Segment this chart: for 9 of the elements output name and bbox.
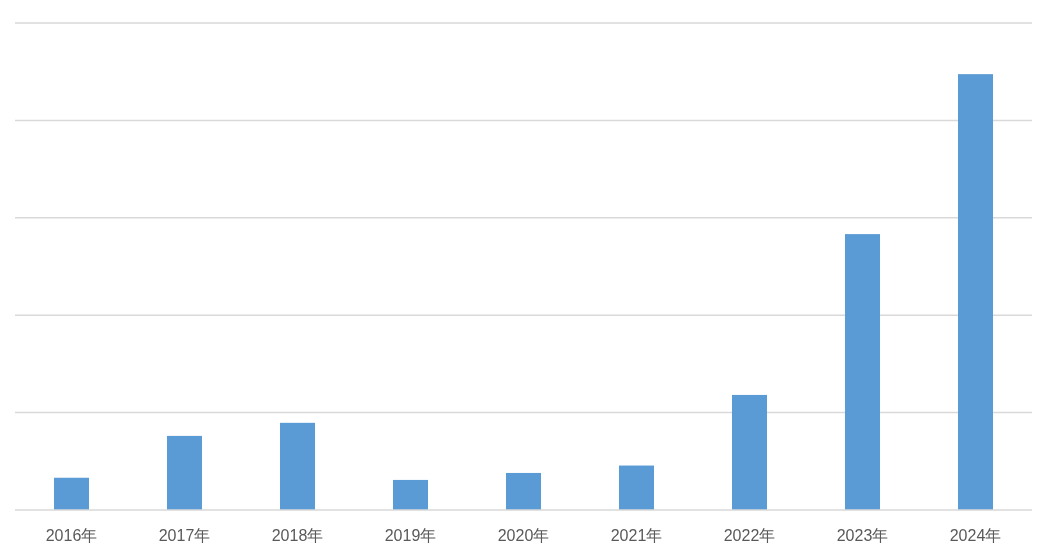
x-tick-label: 2019年 (384, 527, 437, 544)
x-tick-label: 2018年 (271, 527, 324, 544)
x-tick-label: 2016年 (45, 527, 98, 544)
x-tick-label: 2020年 (497, 527, 550, 544)
x-tick-label: 2023年 (836, 527, 889, 544)
x-tick-label: 2017年 (158, 527, 211, 544)
x-tick-label: 2021年 (610, 527, 663, 544)
x-tick-label: 2022年 (723, 527, 776, 544)
x-tick-label: 2024年 (949, 527, 1002, 544)
